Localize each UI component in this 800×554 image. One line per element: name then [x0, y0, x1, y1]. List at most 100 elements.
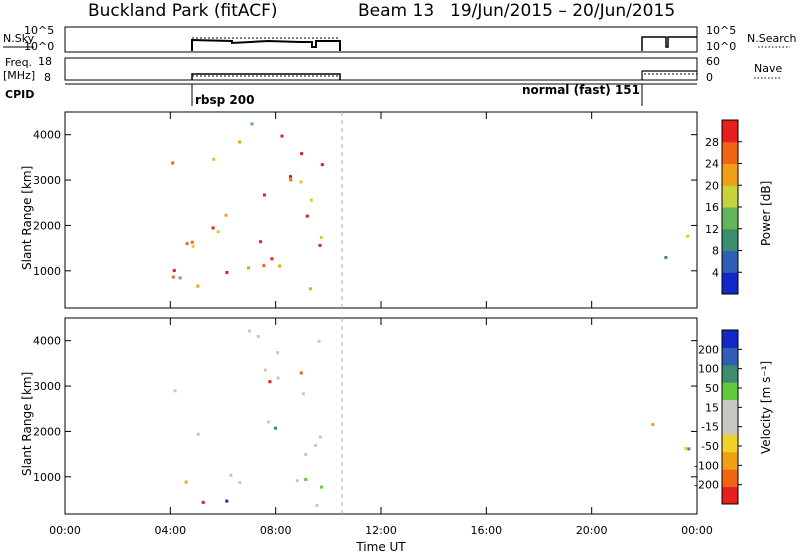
- velocity-colorbar-label: Velocity [m s⁻¹]: [759, 361, 773, 454]
- power-cell: [190, 240, 194, 244]
- velocity-panel: 1000 2000 3000 4000 Slant Range [km]: [20, 317, 698, 515]
- velocity-cell: [687, 447, 691, 451]
- colorbar-tick-label: 200: [698, 343, 719, 356]
- velocity-cell: [315, 504, 319, 507]
- power-cell: [664, 256, 668, 259]
- power-cell: [262, 193, 266, 197]
- cpid-segment-rbsp: rbsp 200: [195, 93, 254, 107]
- y-tick-label: 1000: [33, 265, 61, 278]
- power-cell: [212, 157, 216, 161]
- velocity-cell: [173, 389, 177, 393]
- velocity-cell: [201, 500, 205, 504]
- power-colorbar: 28 24 20 16 12 8 4: [705, 119, 742, 295]
- power-y-axis: 1000 2000 3000 4000: [33, 129, 697, 278]
- colorbar-tick-label: -50: [701, 440, 719, 453]
- colorbar-tick-label: 4: [712, 266, 719, 279]
- velocity-cell: [274, 426, 277, 430]
- power-cell: [280, 134, 284, 138]
- time-axis-label: Time UT: [355, 540, 406, 554]
- velocity-cell: [319, 485, 323, 489]
- velocity-cell: [225, 499, 229, 503]
- nsky-tick-bottom: 10^0: [24, 40, 54, 53]
- freq-trace-normal: [641, 70, 697, 80]
- power-cell: [299, 180, 303, 184]
- power-cell: [171, 161, 175, 165]
- cpid-segment-normal: normal (fast) 151: [522, 83, 640, 97]
- nave-label: Nave: [754, 62, 782, 75]
- power-cell: [686, 234, 690, 238]
- power-cell: [318, 243, 322, 247]
- date-range: 19/Jun/2015 – 20/Jun/2015: [450, 1, 675, 21]
- power-colorbar-label: Power [dB]: [759, 181, 773, 246]
- power-cell: [278, 264, 282, 268]
- y-tick-label: 2000: [33, 425, 61, 438]
- beam-label: Beam 13: [358, 1, 434, 21]
- freq-unit: [MHz]: [3, 69, 35, 82]
- power-cell: [247, 266, 250, 270]
- power-cell: [270, 257, 274, 261]
- power-cell: [224, 213, 228, 217]
- velocity-cell: [295, 479, 299, 483]
- power-cell: [211, 226, 215, 230]
- colorbar-frame: [721, 329, 739, 505]
- nsky-tick-top: 10^5: [24, 24, 54, 37]
- velocity-plot-frame: [64, 317, 698, 515]
- colorbar-tick-label: 15: [705, 401, 719, 414]
- velocity-cell: [238, 481, 242, 485]
- velocity-cell: [684, 447, 688, 450]
- x-tick-label: 04:00: [154, 524, 186, 537]
- colorbar-swatch: [722, 141, 738, 164]
- colorbar-tick-label: 12: [705, 223, 719, 236]
- nave-tick-bottom: 0: [706, 71, 713, 84]
- power-cell: [238, 140, 242, 144]
- colorbar-swatch: [722, 347, 738, 366]
- nsearch-label: N.Search: [747, 32, 797, 45]
- power-cell: [250, 122, 254, 126]
- power-cell: [308, 287, 312, 291]
- station-title: Buckland Park (fitACF): [88, 1, 278, 21]
- velocity-cell: [276, 376, 280, 380]
- nsearch-tick-top: 10^5: [706, 24, 736, 37]
- power-plot-frame: [64, 111, 698, 309]
- velocity-cell: [229, 473, 233, 477]
- colorbar-tick-label: 16: [705, 201, 719, 214]
- colorbar-tick-label: 50: [705, 382, 719, 395]
- freq-trace-rbsp: [191, 73, 341, 80]
- nsky-label: N.Sky: [3, 32, 35, 45]
- power-cell: [259, 240, 263, 244]
- colorbar-swatch: [722, 469, 738, 488]
- velocity-cell: [318, 435, 322, 439]
- power-cell: [171, 275, 175, 279]
- velocity-cell: [301, 392, 305, 396]
- velocity-y-axis: 1000 2000 3000 4000: [33, 335, 697, 484]
- colorbar-swatch: [722, 330, 738, 348]
- freq-label: Freq.: [5, 56, 32, 69]
- velocity-cell: [196, 432, 200, 436]
- colorbar-swatch: [722, 120, 738, 143]
- power-cell: [178, 276, 182, 280]
- velocity-colorbar: 200 100 50 15 -15 -50 -100 -200: [694, 329, 742, 505]
- x-tick-label: 00:00: [49, 524, 81, 537]
- nsky-trace-normal: [641, 36, 697, 51]
- power-cell: [309, 198, 313, 202]
- power-cell: [172, 269, 176, 272]
- colorbar-swatch: [722, 272, 738, 295]
- velocity-cell: [276, 351, 280, 355]
- colorbar-swatch: [722, 250, 738, 273]
- power-cell: [319, 236, 323, 240]
- nsearch-tick-bottom: 10^0: [706, 40, 736, 53]
- power-cell: [320, 163, 324, 167]
- colorbar-tick-label: -100: [694, 459, 719, 472]
- y-tick-label: 2000: [33, 219, 61, 232]
- y-tick-label: 4000: [33, 129, 61, 142]
- colorbar-tick-label: 20: [705, 179, 719, 192]
- velocity-cell: [184, 480, 188, 484]
- power-cell: [225, 271, 229, 274]
- power-cell: [196, 284, 200, 288]
- colorbar-tick-label: -200: [694, 479, 719, 492]
- velocity-cell: [299, 371, 303, 375]
- colorbar-swatch: [722, 207, 738, 230]
- y-tick-label: 4000: [33, 335, 61, 348]
- velocity-cell: [314, 443, 318, 447]
- velocity-cell: [317, 339, 321, 343]
